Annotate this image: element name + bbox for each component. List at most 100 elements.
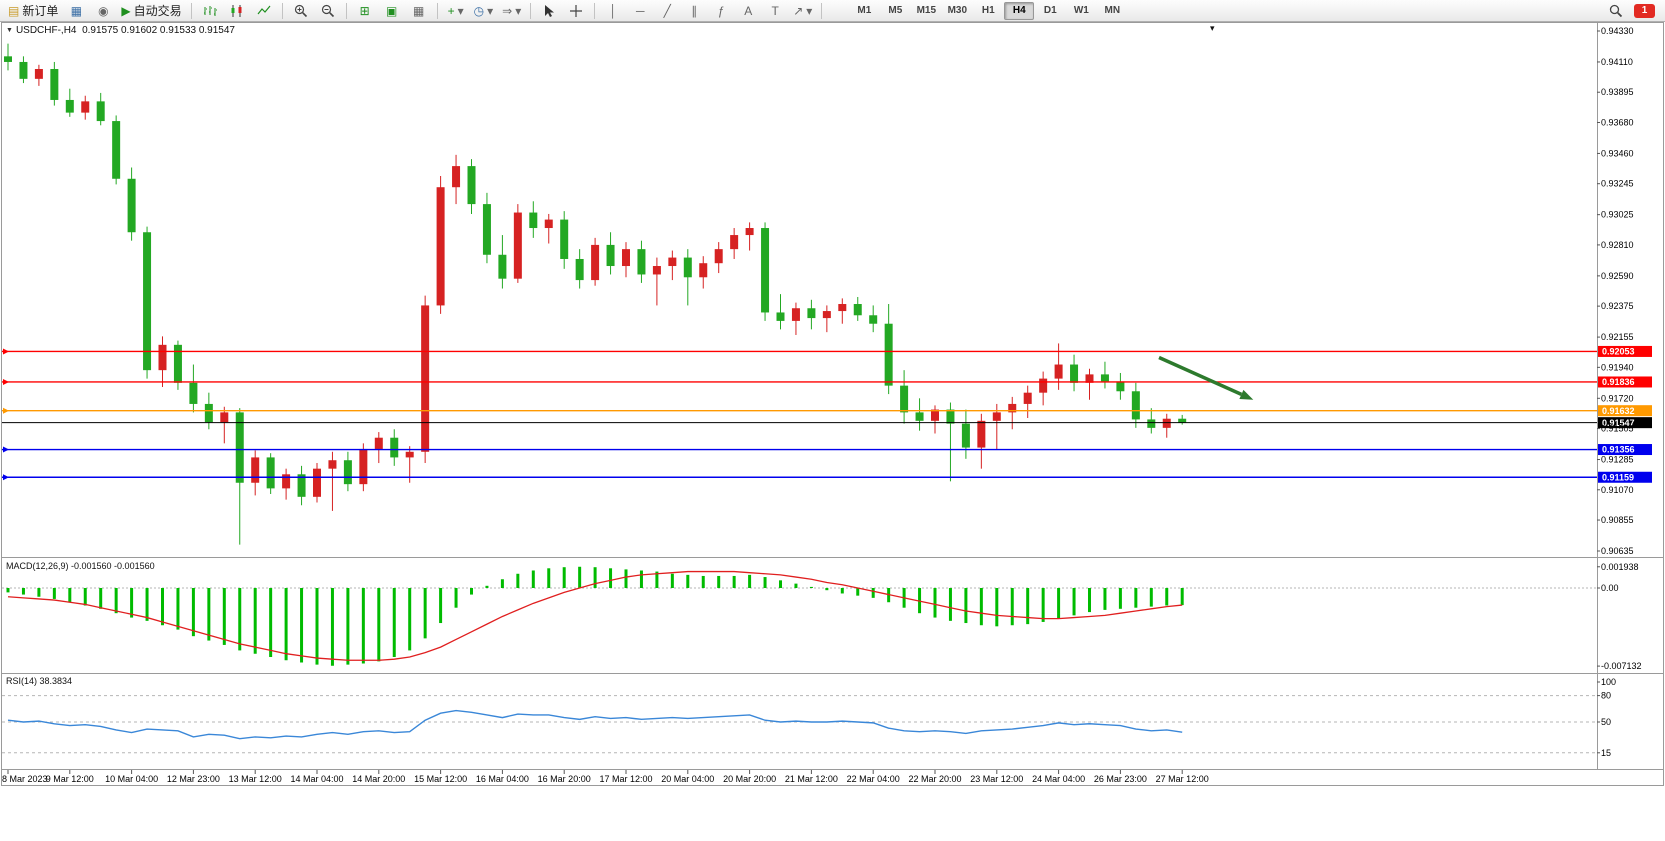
toolbar-separator — [345, 2, 347, 19]
line-anchor-icon[interactable] — [3, 378, 9, 385]
line-anchor-icon[interactable] — [3, 446, 9, 453]
grid-toggle-button[interactable]: ▦ — [406, 1, 432, 21]
svg-text:0.91505: 0.91505 — [1601, 424, 1634, 434]
timeframe-button-m30[interactable]: M30 — [947, 5, 968, 16]
charts-grid-icon: ▦ — [70, 3, 83, 18]
svg-text:0.91285: 0.91285 — [1601, 455, 1634, 465]
candle-body — [328, 460, 337, 469]
vertical-line-button[interactable]: │ — [600, 1, 626, 21]
svg-text:0.92155: 0.92155 — [1601, 332, 1634, 342]
candle-body — [1039, 378, 1048, 393]
timeframe-button-m5[interactable]: M5 — [888, 5, 903, 16]
grid-icon: ▦ — [412, 3, 425, 18]
notification-badge[interactable]: 1 — [1634, 3, 1655, 18]
bar-chart-button[interactable] — [197, 1, 223, 21]
price-axis[interactable]: 0.94330 0.94110 0.93895 0.93680 0.93460 0.932… — [1597, 26, 1634, 556]
timeframe-button-w1[interactable]: W1 — [1073, 5, 1089, 16]
line-anchor-icon[interactable] — [3, 474, 9, 481]
toolbar-separator — [281, 2, 283, 19]
svg-text:0.91836: 0.91836 — [1602, 377, 1635, 387]
candle-body — [81, 101, 90, 113]
new-order-button[interactable]: ▤ 新订单 — [4, 2, 62, 20]
candle-body — [529, 212, 538, 229]
line-anchor-icon[interactable] — [3, 407, 9, 414]
chart-symbol: USDCHF-,H4 — [15, 25, 77, 36]
search-button[interactable] — [1603, 1, 1629, 21]
cascade-windows-button[interactable]: ▣ — [379, 1, 405, 21]
svg-text:0.91632: 0.91632 — [1602, 406, 1635, 416]
auto-trading-label: 自动交易 — [133, 4, 182, 18]
svg-text:26 Mar 23:00: 26 Mar 23:00 — [1094, 774, 1147, 784]
label-tool-button[interactable]: T — [762, 1, 788, 21]
toolbar-separator — [821, 2, 823, 19]
svg-text:0.92053: 0.92053 — [1602, 347, 1635, 357]
svg-text:80: 80 — [1601, 691, 1611, 701]
candle-body — [560, 219, 569, 259]
zoom-in-button[interactable] — [288, 1, 314, 21]
candle-body — [1147, 419, 1156, 428]
rsi-line — [7, 709, 1183, 740]
zoom-out-icon — [321, 4, 334, 17]
svg-text:10 Mar 04:00: 10 Mar 04:00 — [105, 774, 158, 784]
crosshair-button[interactable] — [563, 1, 589, 21]
candle-body — [498, 254, 507, 279]
candle-body — [143, 232, 152, 371]
trendline-button[interactable]: ╱ — [654, 1, 680, 21]
svg-text:0.94330: 0.94330 — [1601, 26, 1634, 36]
candle-body — [158, 344, 167, 371]
svg-text:0.92590: 0.92590 — [1601, 271, 1634, 281]
text-tool-button[interactable]: A — [735, 1, 761, 21]
horizontal-line-button[interactable]: ─ — [627, 1, 653, 21]
svg-text:24 Mar 04:00: 24 Mar 04:00 — [1032, 774, 1085, 784]
profiles-button[interactable]: ◉ — [90, 1, 116, 21]
candle-body — [992, 412, 1001, 421]
timeframe-button-mn[interactable]: MN — [1104, 5, 1121, 16]
candle-body — [112, 121, 121, 179]
trend-arrow[interactable] — [1158, 355, 1243, 396]
chart-shift-button[interactable]: ⇒ ▾ — [498, 1, 525, 21]
candle-body — [1116, 381, 1125, 392]
svg-text:14 Mar 20:00: 14 Mar 20:00 — [352, 774, 405, 784]
chevron-down-icon: ▾ — [457, 3, 464, 18]
charts-grid-button[interactable]: ▦ — [63, 1, 89, 21]
channel-button[interactable]: ∥ — [681, 1, 707, 21]
arrows-tool-button[interactable]: ↗ ▾ — [789, 1, 816, 21]
line-anchor-icon[interactable] — [3, 348, 9, 355]
zoom-out-button[interactable] — [315, 1, 341, 21]
cascade-windows-icon: ▣ — [385, 3, 398, 18]
arrows-tool-icon: ↗ — [793, 3, 804, 18]
period-button[interactable]: ◷ ▾ — [470, 1, 498, 21]
candle-body — [591, 244, 600, 281]
svg-text:16 Mar 04:00: 16 Mar 04:00 — [476, 774, 529, 784]
svg-text:0.93245: 0.93245 — [1601, 179, 1634, 189]
candlestick-series — [4, 43, 1187, 545]
candle-body — [251, 457, 260, 483]
candle-body — [297, 474, 306, 497]
collapse-arrow-icon[interactable]: ▼ — [6, 27, 13, 34]
timeframe-button-d1[interactable]: D1 — [1043, 5, 1057, 16]
svg-text:0.93895: 0.93895 — [1601, 87, 1634, 97]
timeframe-button-m1[interactable]: M1 — [857, 5, 872, 16]
candle-body — [961, 423, 970, 448]
timeframe-button-h4[interactable]: H4 — [1004, 1, 1035, 20]
line-chart-button[interactable] — [251, 1, 277, 21]
candlestick-chart-button[interactable] — [224, 1, 250, 21]
svg-text:0.91720: 0.91720 — [1601, 393, 1634, 403]
fibonacci-icon: ƒ — [717, 3, 725, 18]
indicators-button[interactable]: + ▾ — [443, 1, 469, 21]
timeframe-button-m15[interactable]: M15 — [916, 5, 937, 16]
chart-menu-arrow[interactable]: ▾ — [1210, 23, 1215, 34]
fibonacci-button[interactable]: ƒ — [708, 1, 734, 21]
candle-body — [822, 311, 831, 319]
candle-body — [977, 420, 986, 448]
candle-body — [173, 344, 182, 383]
bar-chart-icon — [203, 5, 217, 16]
timeframe-button-h1[interactable]: H1 — [981, 5, 995, 16]
tile-windows-button[interactable]: ⊞ — [352, 1, 378, 21]
label-tool-icon: T — [771, 3, 779, 18]
auto-trading-button[interactable]: ▶ 自动交易 — [117, 2, 185, 20]
cursor-button[interactable] — [536, 1, 562, 21]
profiles-icon: ◉ — [98, 3, 109, 18]
